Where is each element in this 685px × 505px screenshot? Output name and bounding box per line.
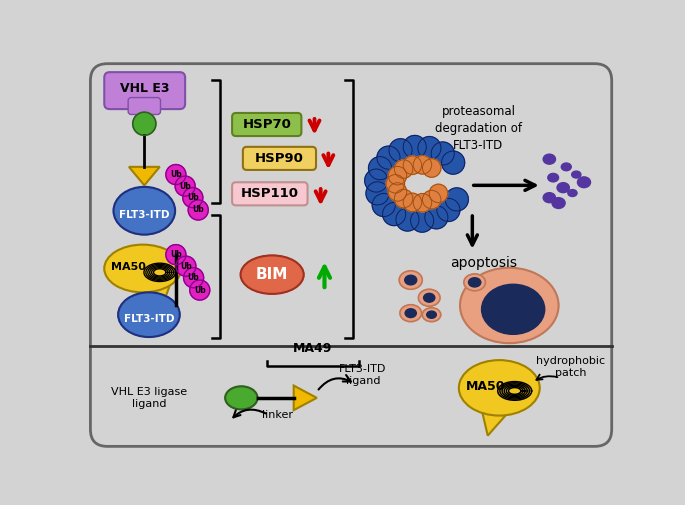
Text: FLT3-ITD: FLT3-ITD: [119, 210, 170, 220]
Ellipse shape: [405, 275, 416, 285]
Ellipse shape: [469, 278, 481, 287]
Polygon shape: [294, 385, 316, 410]
Polygon shape: [482, 413, 506, 436]
Ellipse shape: [240, 256, 303, 294]
Ellipse shape: [114, 187, 175, 235]
Circle shape: [190, 280, 210, 300]
Polygon shape: [151, 285, 170, 307]
Text: linker: linker: [262, 410, 293, 420]
Circle shape: [442, 151, 464, 174]
Ellipse shape: [405, 309, 416, 318]
FancyBboxPatch shape: [232, 113, 301, 136]
Ellipse shape: [543, 154, 556, 164]
Ellipse shape: [460, 268, 558, 343]
Ellipse shape: [225, 386, 258, 410]
Circle shape: [418, 136, 441, 160]
Text: Ub: Ub: [194, 285, 206, 294]
Ellipse shape: [557, 183, 569, 192]
Ellipse shape: [482, 284, 545, 334]
Circle shape: [366, 182, 389, 205]
Ellipse shape: [561, 163, 571, 171]
Ellipse shape: [400, 305, 421, 322]
Text: Ub: Ub: [188, 273, 199, 282]
Ellipse shape: [423, 293, 435, 302]
Circle shape: [364, 169, 388, 192]
Text: Ub: Ub: [192, 206, 204, 215]
Ellipse shape: [459, 360, 540, 416]
Text: MA49: MA49: [293, 342, 333, 355]
FancyBboxPatch shape: [104, 72, 185, 109]
Text: Ub: Ub: [170, 170, 182, 179]
Text: Ub: Ub: [180, 262, 192, 271]
Text: Ub: Ub: [179, 182, 191, 190]
Ellipse shape: [419, 289, 440, 306]
FancyBboxPatch shape: [243, 147, 316, 170]
Circle shape: [383, 203, 406, 226]
Ellipse shape: [399, 271, 422, 289]
Ellipse shape: [543, 192, 556, 203]
Circle shape: [403, 193, 422, 212]
Circle shape: [423, 190, 441, 209]
Circle shape: [445, 188, 469, 211]
Text: FLT3-ITD
ligand: FLT3-ITD ligand: [339, 364, 387, 385]
Text: Ub: Ub: [170, 250, 182, 259]
Text: HSP70: HSP70: [242, 118, 291, 131]
Ellipse shape: [572, 171, 581, 178]
Ellipse shape: [552, 197, 565, 209]
Circle shape: [188, 200, 208, 220]
Circle shape: [403, 135, 426, 159]
Circle shape: [437, 198, 460, 222]
Circle shape: [388, 183, 407, 201]
Circle shape: [395, 160, 413, 178]
Ellipse shape: [118, 292, 179, 337]
Ellipse shape: [104, 244, 182, 292]
Text: Ub: Ub: [187, 193, 199, 202]
Ellipse shape: [577, 177, 590, 188]
Circle shape: [423, 159, 441, 177]
Ellipse shape: [427, 311, 436, 318]
Text: VHL E3: VHL E3: [120, 82, 169, 95]
Text: apoptosis: apoptosis: [451, 256, 517, 270]
Ellipse shape: [464, 274, 486, 291]
Text: VHL E3 ligase
ligand: VHL E3 ligase ligand: [111, 387, 187, 409]
Text: FLT3-ITD: FLT3-ITD: [124, 314, 174, 324]
Circle shape: [369, 157, 392, 180]
Circle shape: [429, 184, 448, 203]
Circle shape: [388, 167, 407, 185]
Circle shape: [133, 112, 156, 135]
Circle shape: [166, 244, 186, 265]
Ellipse shape: [568, 189, 577, 196]
Circle shape: [403, 156, 422, 174]
Circle shape: [396, 208, 419, 231]
Circle shape: [166, 165, 186, 184]
FancyBboxPatch shape: [90, 64, 612, 446]
Circle shape: [175, 176, 195, 196]
Circle shape: [413, 156, 432, 174]
Text: proteasomal
degradation of
FLT3-ITD: proteasomal degradation of FLT3-ITD: [435, 105, 522, 152]
Circle shape: [389, 139, 412, 162]
Text: HSP110: HSP110: [241, 187, 299, 200]
Circle shape: [425, 206, 448, 229]
Circle shape: [410, 209, 434, 232]
Ellipse shape: [422, 308, 440, 322]
Text: MA50: MA50: [112, 262, 147, 272]
Circle shape: [395, 189, 413, 208]
Circle shape: [377, 146, 400, 169]
Polygon shape: [129, 167, 160, 185]
Circle shape: [176, 256, 196, 276]
Circle shape: [386, 175, 405, 193]
Circle shape: [183, 188, 203, 208]
Text: MA50: MA50: [466, 380, 505, 393]
Text: BIM: BIM: [256, 267, 288, 282]
FancyBboxPatch shape: [232, 182, 308, 206]
Circle shape: [431, 142, 454, 165]
Circle shape: [413, 193, 432, 212]
Circle shape: [184, 268, 203, 288]
Text: hydrophobic
patch: hydrophobic patch: [536, 356, 606, 378]
Ellipse shape: [548, 173, 558, 182]
Circle shape: [372, 193, 395, 217]
FancyBboxPatch shape: [128, 97, 160, 115]
Text: HSP90: HSP90: [255, 152, 303, 165]
